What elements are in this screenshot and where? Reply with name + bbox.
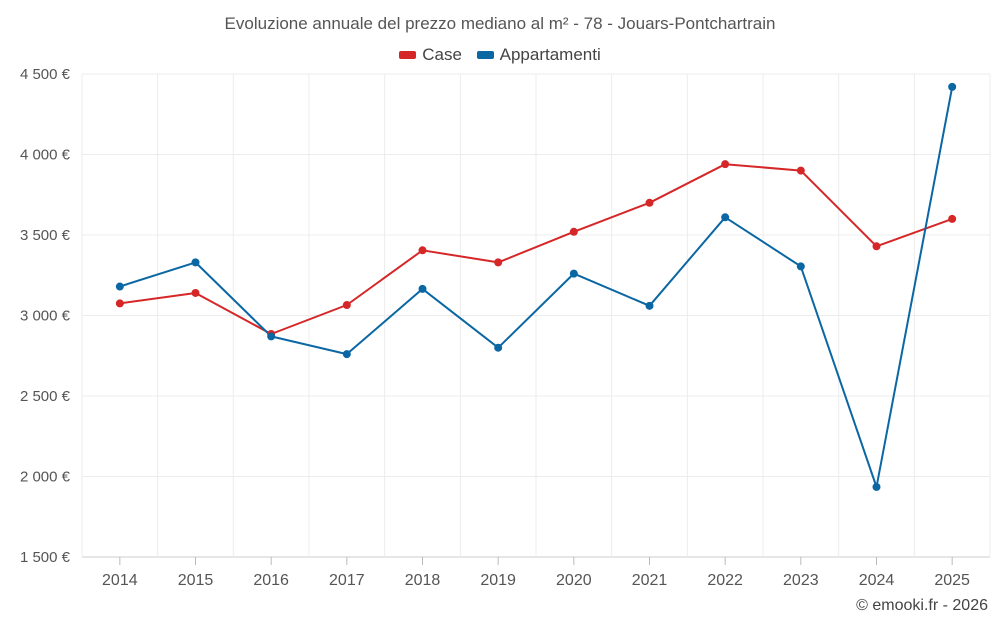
- legend-item-appartamenti[interactable]: Appartamenti: [476, 45, 601, 65]
- data-point-appartamenti: [115, 282, 124, 291]
- x-tick-label: 2015: [178, 572, 214, 589]
- data-point-case: [191, 288, 200, 297]
- x-tick-label: 2018: [405, 572, 441, 589]
- y-axis-ticks: 1 500 € 2 000 € 2 500 € 3 000 € 3 500 € 4 000…: [20, 66, 71, 566]
- x-tick-label: 2016: [253, 572, 289, 589]
- x-axis-ticks: 2014 2015 2016 2017 2018 2019 2020 2021 2022 2023…: [102, 557, 970, 589]
- legend-label-appartamenti: Appartamenti: [499, 45, 601, 64]
- y-tick-label: 3 000 €: [20, 308, 71, 325]
- data-point-case: [569, 227, 578, 236]
- data-point-appartamenti: [267, 332, 276, 341]
- data-point-appartamenti: [569, 269, 578, 278]
- data-point-appartamenti: [721, 213, 730, 222]
- chart-title: Evoluzione annuale del prezzo mediano al…: [224, 14, 776, 33]
- x-tick-label: 2024: [859, 572, 895, 589]
- y-tick-label: 1 500 €: [20, 549, 71, 566]
- data-point-appartamenti: [418, 284, 427, 293]
- data-point-case: [494, 258, 503, 267]
- x-tick-label: 2020: [556, 572, 592, 589]
- grid: [81, 73, 991, 558]
- series-line-appartamenti: [119, 86, 954, 488]
- data-point-appartamenti: [342, 350, 351, 359]
- data-point-case: [721, 160, 730, 169]
- legend-swatch-case: [399, 51, 417, 59]
- data-point-case: [342, 301, 351, 310]
- y-tick-label: 2 500 €: [20, 388, 71, 405]
- series-group: [115, 82, 957, 491]
- y-tick-label: 3 500 €: [20, 227, 71, 244]
- data-point-case: [796, 166, 805, 175]
- legend: Case Appartamenti: [0, 44, 1000, 65]
- legend-item-case[interactable]: Case: [399, 45, 462, 65]
- x-tick-label: 2022: [707, 572, 743, 589]
- x-tick-label: 2019: [480, 572, 516, 589]
- data-point-case: [948, 214, 957, 223]
- data-point-case: [418, 246, 427, 255]
- x-tick-label: 2017: [329, 572, 365, 589]
- legend-label-case: Case: [422, 45, 462, 64]
- data-point-case: [645, 198, 654, 207]
- data-point-case: [115, 299, 124, 308]
- data-point-appartamenti: [872, 482, 881, 491]
- data-point-appartamenti: [494, 343, 503, 352]
- x-tick-label: 2023: [783, 572, 819, 589]
- legend-swatch-appartamenti: [476, 51, 494, 59]
- data-point-appartamenti: [191, 258, 200, 267]
- y-tick-label: 4 500 €: [20, 66, 71, 83]
- x-tick-label: 2021: [632, 572, 668, 589]
- series-line-case: [119, 163, 953, 335]
- data-point-appartamenti: [948, 82, 957, 91]
- data-point-case: [872, 242, 881, 251]
- data-point-appartamenti: [796, 262, 805, 271]
- x-tick-label: 2025: [934, 572, 970, 589]
- credit: © emooki.fr - 2026: [856, 597, 988, 614]
- y-tick-label: 4 000 €: [20, 147, 71, 164]
- y-tick-label: 2 000 €: [20, 469, 71, 486]
- x-tick-label: 2014: [102, 572, 138, 589]
- data-point-appartamenti: [645, 301, 654, 310]
